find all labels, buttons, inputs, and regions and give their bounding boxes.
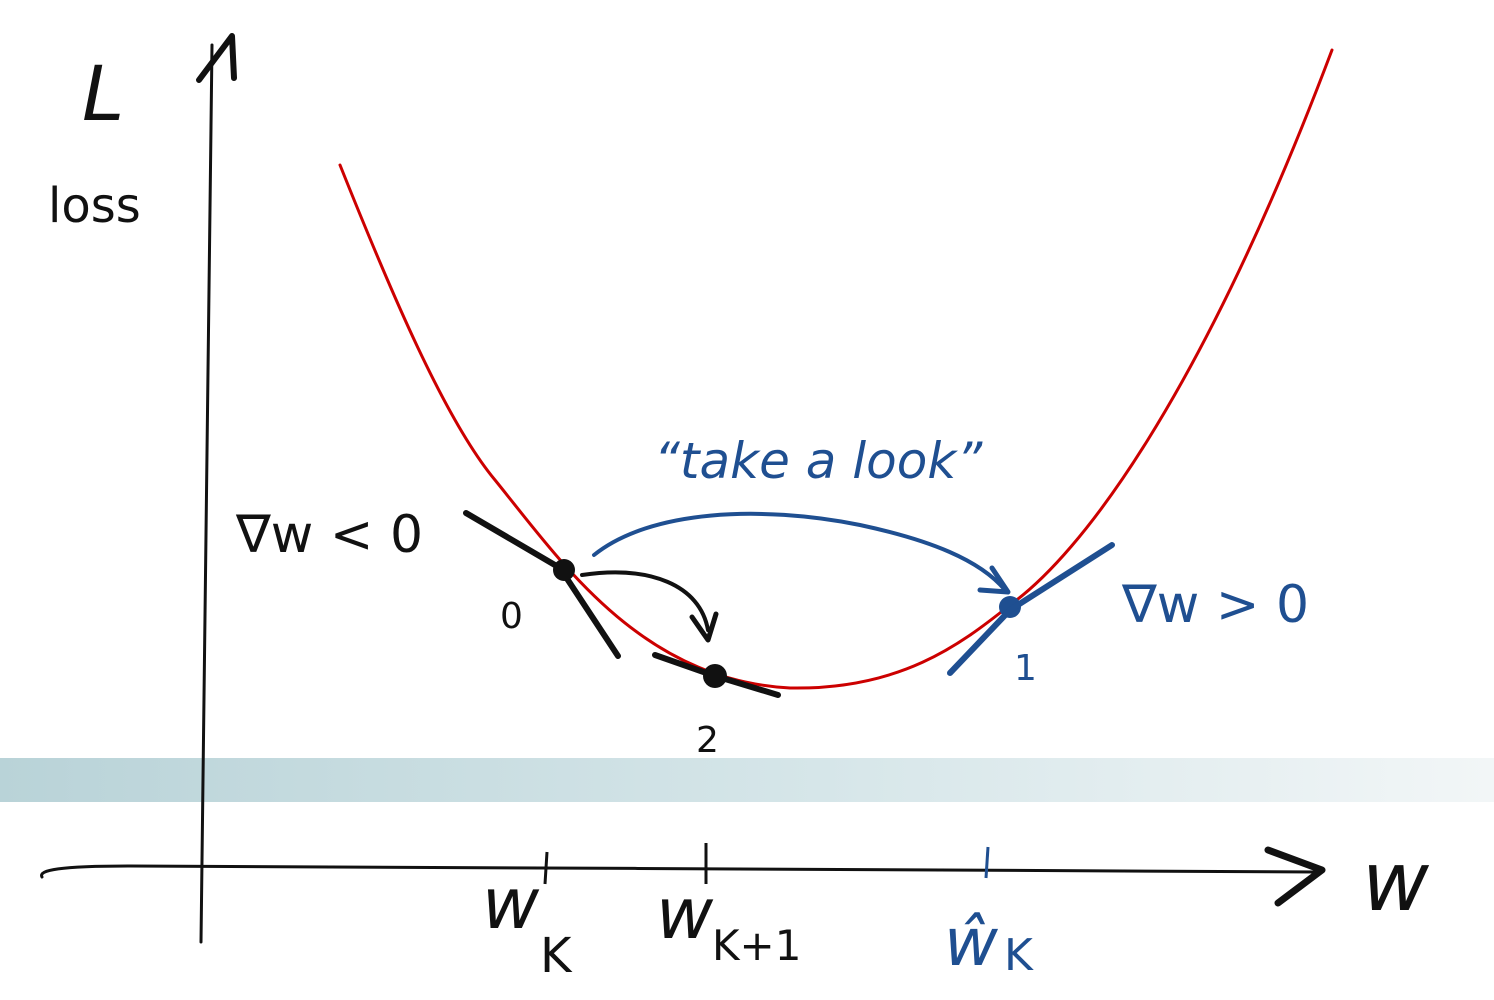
y-axis-symbol: L — [82, 49, 124, 138]
tick-wk — [543, 851, 549, 885]
step-arrow-black — [580, 570, 710, 632]
tick-label-wk1-sub: K+1 — [712, 921, 801, 970]
step-label-1: 1 — [1014, 648, 1037, 689]
x-axis-arrow-icon — [1264, 846, 1326, 907]
lookahead-arrow-blue-head-icon — [977, 565, 1011, 595]
x-axis — [40, 864, 1320, 879]
step-label-2: 2 — [696, 720, 719, 761]
y-axis-arrow-icon — [196, 33, 237, 83]
loss-curve — [338, 48, 1334, 690]
tick-label-wk1-main: w — [656, 873, 714, 955]
tick-label-what: ŵ K — [944, 904, 1034, 981]
tick-label-what-sub: K — [1004, 930, 1034, 981]
tick-label-wk1: w K+1 — [656, 873, 801, 970]
y-axis-label: loss — [48, 178, 141, 234]
tick-label-wk: w K — [482, 863, 573, 984]
decorative-band — [0, 758, 1494, 802]
lookahead-label: “take a look” — [654, 432, 983, 490]
tick-what — [984, 846, 990, 879]
lookahead-arrow-blue — [592, 511, 1007, 592]
tick-label-wk-sub: K — [540, 928, 573, 984]
step-arrow-black-head-icon — [689, 611, 719, 643]
step-label-0: 0 — [500, 596, 523, 637]
tangent-line-0 — [463, 510, 621, 659]
x-axis-symbol: w — [1362, 835, 1430, 930]
pos-gradient-label: ∇w > 0 — [1121, 575, 1309, 635]
tick-label-wk-main: w — [482, 863, 540, 945]
tangent-line-1 — [947, 542, 1115, 676]
tick-label-what-main: ŵ — [944, 904, 999, 981]
neg-gradient-label: ∇w < 0 — [235, 505, 423, 565]
point-0 — [553, 559, 575, 581]
y-axis — [199, 43, 214, 944]
point-2 — [703, 664, 727, 688]
